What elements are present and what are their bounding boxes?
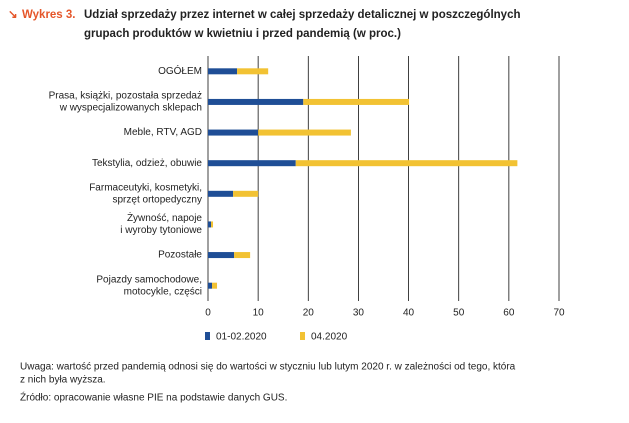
x-tick-label: 30 [353,308,365,319]
legend-swatch [300,332,305,340]
note: z nich była wyższa. [20,375,106,386]
bar [237,68,269,75]
y-tick-label: i wyroby tytoniowe [120,225,202,236]
bar [303,98,410,105]
bar [233,190,259,197]
legend-label: 01-02.2020 [216,332,267,343]
x-tick-label: 10 [253,308,265,319]
chart-title: Udział sprzedaży przez internet w całej … [84,9,521,21]
y-tick-label: Farmaceutyki, kosmetyki, [89,182,202,193]
x-tick-label: 0 [205,308,211,319]
y-tick-label: Pojazdy samochodowe, [96,274,202,285]
y-tick-label: w wyspecjalizowanych sklepach [59,103,202,114]
x-tick-label: 60 [503,308,515,319]
bar [208,282,213,289]
bar [208,160,296,167]
y-tick-label: motocykle, części [124,286,202,297]
x-tick-label: 50 [453,308,465,319]
chart-label: Wykres 3. [22,9,76,21]
note: Uwaga: wartość przed pandemią odnosi się… [20,362,516,373]
bar [208,98,304,105]
legend-label: 04.2020 [311,332,348,343]
bar [234,252,251,259]
bar [211,221,214,228]
y-tick-label: Meble, RTV, AGD [124,127,202,138]
y-tick-label: sprzęt ortopedyczny [113,194,203,205]
bar [212,282,218,289]
bar [208,129,259,136]
y-tick-label: Pozostałe [158,250,202,261]
chart-title: grupach produktów w kwietniu i przed pan… [84,28,401,40]
x-tick-label: 70 [553,308,565,319]
x-tick-label: 20 [303,308,315,319]
y-tick-label: Tekstylia, odzież, obuwie [92,158,202,169]
y-tick-label: Prasa, książki, pozostała sprzedaż [49,91,202,102]
x-tick-label: 40 [403,308,415,319]
y-tick-label: OGÓŁEM [158,64,202,77]
bar [208,68,238,75]
bar [258,129,351,136]
arrow: ↘ [8,9,18,21]
source: Źródło: opracowanie własne PIE na podsta… [20,391,287,404]
legend-swatch [205,332,210,340]
bar [208,252,235,259]
bar [295,160,518,167]
bar [208,221,212,228]
y-tick-label: Żywność, napoje [127,211,202,224]
bar [208,190,234,197]
